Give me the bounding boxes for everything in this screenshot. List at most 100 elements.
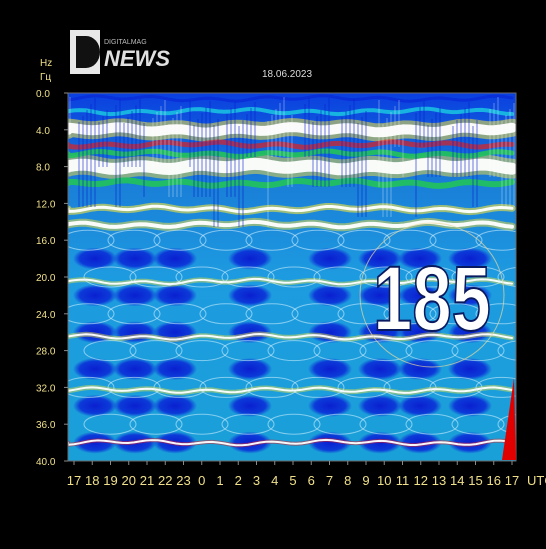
interference-arc [359, 266, 413, 288]
interference-arc [405, 413, 459, 435]
interference-arc [221, 413, 275, 435]
y-tick-label: 20.0 [36, 273, 56, 284]
y-unit-gc: Гц [40, 72, 51, 83]
resonance-band [68, 94, 514, 103]
interference-arc [313, 266, 367, 288]
x-tick-label: 6 [308, 473, 315, 488]
low-intensity-blob [398, 284, 442, 307]
interference-arc [267, 266, 321, 288]
low-intensity-blob [228, 394, 272, 417]
interference-arc [497, 414, 516, 435]
low-intensity-blob [308, 431, 352, 454]
low-intensity-blob [153, 247, 197, 270]
interference-arc [83, 340, 137, 362]
low-intensity-blob [448, 247, 492, 270]
low-intensity-blob [308, 284, 352, 307]
interference-arc [497, 266, 516, 288]
low-intensity-blob [228, 247, 272, 270]
interference-arc [359, 413, 413, 435]
x-tick-label: 0 [198, 473, 205, 488]
x-tick-label: 4 [271, 473, 278, 488]
low-intensity-blob [153, 394, 197, 417]
interference-arc [383, 303, 437, 325]
interference-arc [175, 413, 229, 435]
logo-text: NEWS [104, 46, 170, 71]
y-axis: 0.0 4.0 8.0 12.0 16.0 20.0 24.0 28.0 32.0 36.0 40.… [36, 89, 68, 468]
interference-arc [107, 229, 161, 251]
x-tick-label: 2 [235, 473, 242, 488]
y-tick-label: 24.0 [36, 310, 56, 321]
interference-arc [83, 413, 137, 435]
x-axis: 17 18 19 20 21 22 23 0 1 2 3 4 5 6 7 8 9 10 11 12 13 14 15 16 17 [67, 461, 519, 488]
x-tick-label: 22 [158, 473, 172, 488]
x-tick-label: 21 [140, 473, 154, 488]
interference-arc [199, 229, 253, 251]
interference-arc [383, 376, 437, 398]
interference-arc [405, 266, 459, 288]
interference-arc [107, 376, 161, 398]
interference-arc [291, 229, 345, 251]
low-intensity-blob [308, 394, 352, 417]
x-tick-label: 17 [67, 473, 81, 488]
x-tick-label: 11 [396, 473, 410, 488]
interference-arc [429, 229, 483, 251]
resonance-band [68, 177, 515, 189]
interference-arc [107, 303, 161, 325]
y-tick-label: 0.0 [36, 89, 50, 100]
current-time-marker [502, 378, 516, 460]
x-tick-label: 18 [85, 473, 99, 488]
low-intensity-blob [308, 358, 352, 380]
interference-arc [129, 413, 183, 435]
interference-arc [68, 376, 115, 398]
resonance-band [68, 277, 513, 286]
interference-arc [199, 303, 253, 325]
low-intensity-blob [358, 284, 402, 307]
interference-arc [497, 340, 516, 361]
x-tick-label: 7 [326, 473, 333, 488]
interference-arc [199, 376, 253, 398]
interference-arc [267, 413, 321, 435]
badge-ring [359, 222, 505, 368]
interference-arc [153, 376, 207, 398]
low-intensity-blob [113, 284, 157, 307]
resonance-band [68, 438, 513, 447]
low-intensity-blob [308, 321, 352, 344]
interference-arc [68, 303, 115, 325]
interference-arc [221, 266, 275, 288]
low-intensity-blob [358, 358, 402, 380]
low-intensity-blob [113, 394, 157, 417]
logo: DIGITALMAG NEWS [70, 30, 170, 74]
badge: 185 [359, 222, 505, 368]
resonance-band [68, 148, 515, 159]
interference-arc [245, 229, 299, 251]
interference-arc [337, 303, 391, 325]
x-tick-label: 14 [450, 473, 464, 488]
x-tick-label: 12 [414, 473, 428, 488]
low-intensity-blob [358, 247, 402, 270]
resonance-bands [68, 94, 516, 448]
low-intensity-blob [448, 431, 492, 454]
interference-arc [429, 376, 483, 398]
interference-arc [337, 376, 391, 398]
low-intensity-blob [113, 247, 157, 270]
interference-arc [153, 229, 207, 251]
y-tick-label: 16.0 [36, 236, 56, 247]
interference-arc [359, 340, 413, 362]
x-tick-label: 3 [253, 473, 260, 488]
interference-arc [245, 303, 299, 325]
y-unit-hz: Hz [40, 58, 52, 69]
interference-arc [129, 266, 183, 288]
x-tick-label: 19 [103, 473, 117, 488]
resonance-band [68, 386, 513, 394]
low-intensity-blob [153, 358, 197, 380]
interference-arc [451, 340, 505, 362]
interference-arc [245, 376, 299, 398]
interference-arc [175, 340, 229, 362]
interference-arc [68, 229, 115, 251]
low-intensity-blob [228, 358, 272, 380]
y-tick-label: 36.0 [36, 420, 56, 431]
resonance-band [68, 122, 516, 138]
y-tick-label: 32.0 [36, 383, 56, 394]
low-intensity-blob [448, 358, 492, 380]
x-tick-label: 10 [377, 473, 391, 488]
